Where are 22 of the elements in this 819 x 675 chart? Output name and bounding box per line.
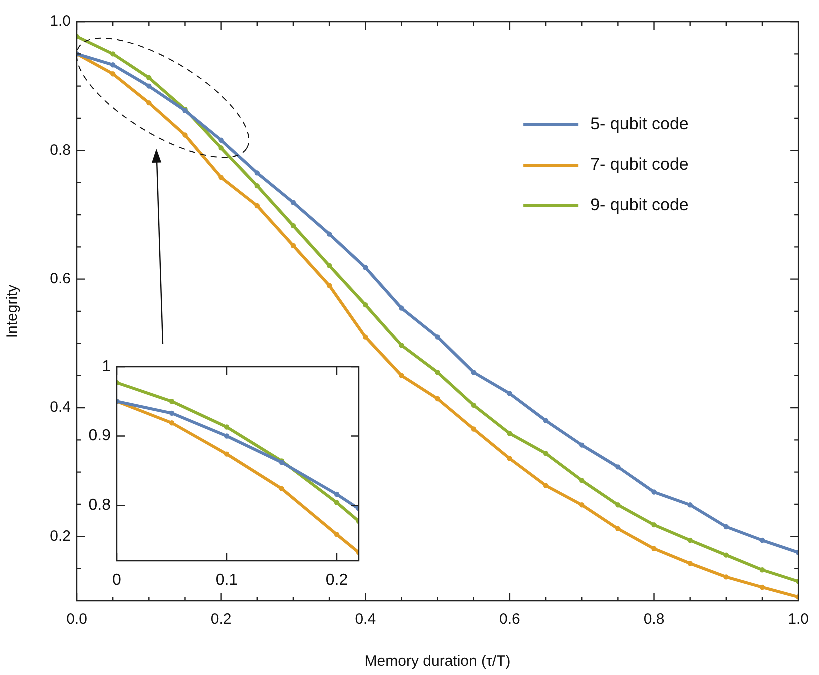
legend-label: 9- qubit code [590, 196, 689, 215]
x-tick-label: 0.6 [500, 611, 520, 628]
x-tick-label: 1.0 [788, 611, 810, 628]
legend-label: 7- qubit code [590, 155, 689, 174]
y-tick-label: 0.4 [50, 399, 71, 416]
x-tick-label: 0.2 [210, 611, 232, 628]
y-axis-title: Integrity [4, 284, 22, 338]
legend-label: 5- qubit code [590, 114, 689, 134]
x-tick-label: 0 [112, 572, 122, 590]
y-tick-label: 0.9 [88, 428, 112, 445]
x-tick-label: 0.1 [216, 572, 238, 590]
x-tick-label: 0.0 [66, 611, 88, 628]
y-tick-label: 0.6 [50, 270, 71, 288]
y-tick-label: 1 [102, 358, 112, 376]
x-tick-label: 0.8 [644, 611, 665, 628]
y-tick-label: 0.2 [50, 528, 71, 545]
x-tick-label: 0.4 [355, 611, 376, 628]
x-axis-title: Memory duration (τ/T) [364, 653, 511, 670]
y-tick-label: 0.8 [88, 496, 112, 514]
y-tick-label: 1.0 [50, 13, 71, 30]
y-tick-label: 0.8 [50, 142, 71, 159]
x-tick-label: 0.2 [326, 572, 348, 590]
